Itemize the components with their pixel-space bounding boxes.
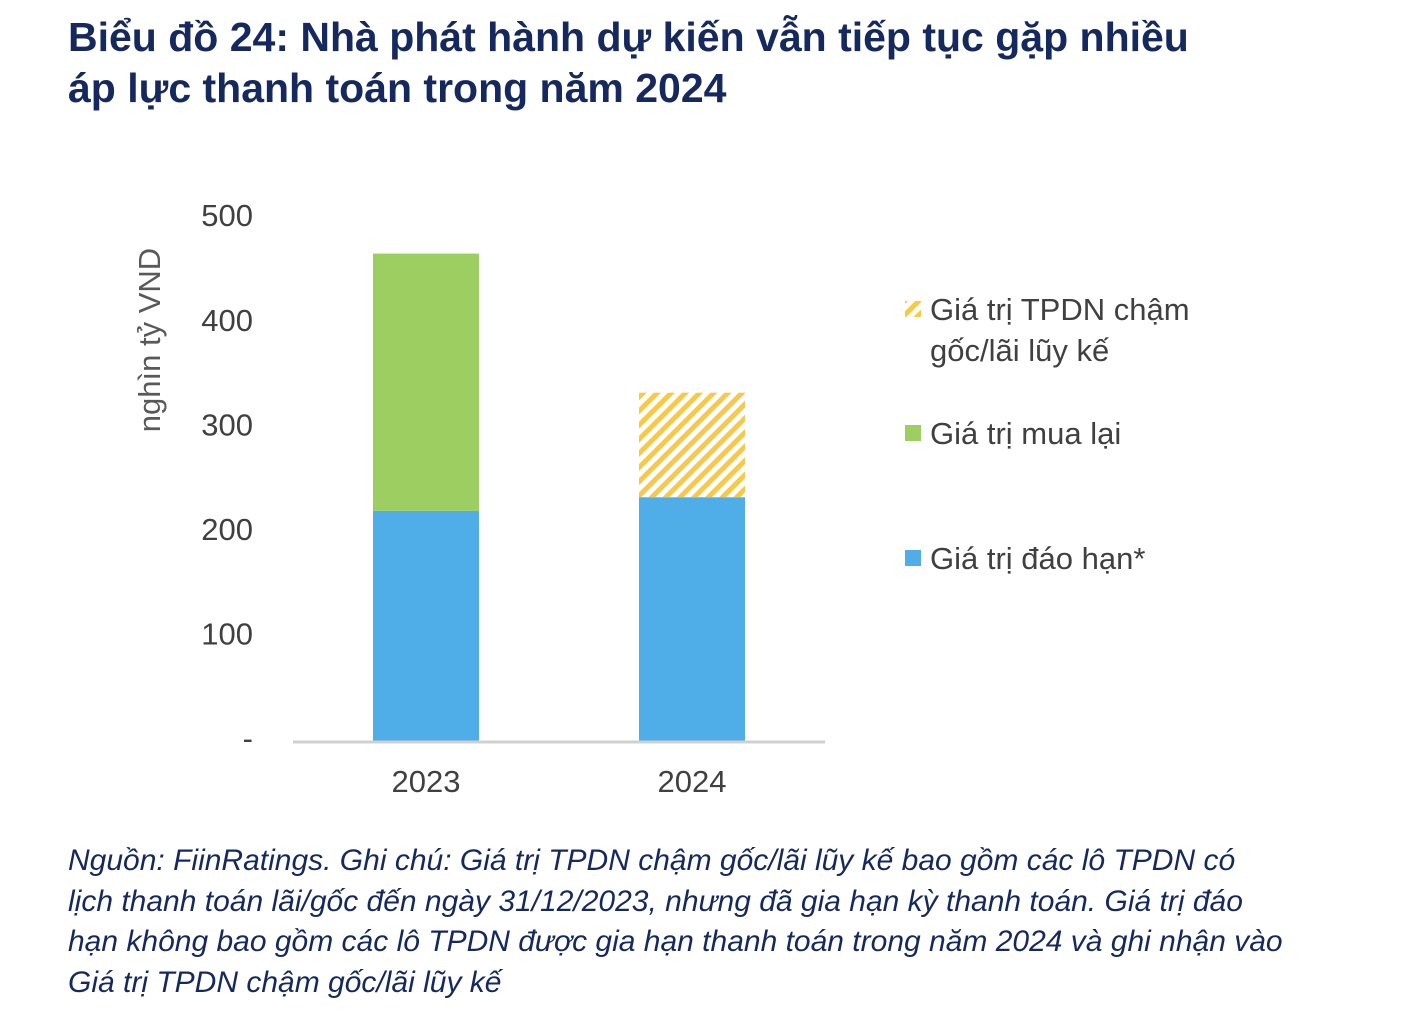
legend-marker: [905, 301, 921, 317]
x-tick-label: 2023: [392, 764, 461, 799]
y-tick-label: 100: [201, 617, 253, 652]
bar-segment: [373, 510, 479, 741]
chart: nghìn tỷ VND - 100 200 300 400 500 2023 2024: [132, 198, 921, 799]
y-axis-label: nghìn tỷ VND: [132, 248, 167, 432]
y-tick-label: 200: [201, 512, 253, 547]
x-tick-label: 2024: [658, 764, 727, 799]
legend-marker: [905, 550, 921, 566]
chart-title: Biểu đồ 24: Nhà phát hành dự kiến vẫn ti…: [68, 14, 1189, 111]
legend-label: Giá trị đáo hạn*: [930, 541, 1146, 576]
legend-label: Giá trị mua lại: [930, 416, 1122, 451]
bar-segment: [373, 253, 479, 511]
legend-marker: [905, 425, 921, 441]
bar-segment: [639, 392, 745, 498]
bar-segment: [639, 497, 745, 741]
legend-label: Giá trị TPDN chậm gốc/lãi lũy kế: [930, 292, 1190, 368]
y-tick-label: 400: [201, 303, 253, 338]
footnote: Nguồn: FiinRatings. Ghi chú: Giá trị TPD…: [68, 844, 1283, 999]
y-tick-label: 500: [201, 198, 253, 233]
y-tick-label: -: [243, 721, 253, 756]
y-tick-label: 300: [201, 407, 253, 442]
